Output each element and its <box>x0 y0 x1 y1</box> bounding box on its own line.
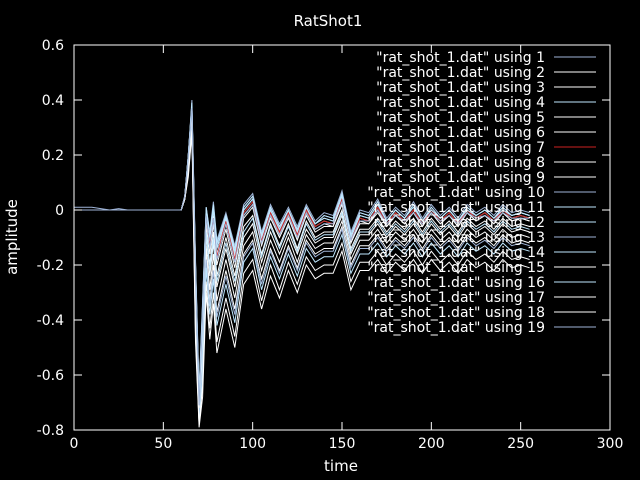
legend-label-19: "rat_shot_1.dat" using 19 <box>367 320 545 336</box>
legend-label-8: "rat_shot_1.dat" using 8 <box>376 155 545 171</box>
legend-label-12: "rat_shot_1.dat" using 12 <box>367 215 545 231</box>
x-tick-label: 150 <box>329 436 356 452</box>
legend-label-14: "rat_shot_1.dat" using 14 <box>367 245 545 261</box>
y-tick-label: -0.8 <box>37 423 64 439</box>
x-tick-label: 200 <box>418 436 445 452</box>
legend-label-15: "rat_shot_1.dat" using 15 <box>367 260 545 276</box>
legend-label-5: "rat_shot_1.dat" using 5 <box>376 110 545 126</box>
legend-label-2: "rat_shot_1.dat" using 2 <box>376 65 545 81</box>
legend-label-11: "rat_shot_1.dat" using 11 <box>367 200 545 216</box>
legend-label-13: "rat_shot_1.dat" using 13 <box>367 230 545 246</box>
x-tick-label: 0 <box>70 436 79 452</box>
x-tick-label: 300 <box>597 436 624 452</box>
legend-label-6: "rat_shot_1.dat" using 6 <box>376 125 545 141</box>
legend-label-4: "rat_shot_1.dat" using 4 <box>376 95 545 111</box>
x-tick-label: 100 <box>239 436 266 452</box>
legend-label-10: "rat_shot_1.dat" using 10 <box>367 185 545 201</box>
legend-label-3: "rat_shot_1.dat" using 3 <box>376 80 545 96</box>
legend: "rat_shot_1.dat" using 1"rat_shot_1.dat"… <box>367 50 596 336</box>
axis-layer: 0 50 100 150 200 250 300 -0.8 -0.6 -0.4 -0.2 0 0.2 0.… <box>37 38 624 452</box>
y-tick-label: 0.6 <box>42 38 64 54</box>
series-layer <box>74 99 530 428</box>
x-tick-label: 50 <box>154 436 172 452</box>
y-tick-label: -0.4 <box>37 313 64 329</box>
chart-title: RatShot1 <box>294 12 363 30</box>
y-axis-title: amplitude <box>3 199 21 275</box>
y-tick-label: 0.4 <box>42 93 64 109</box>
legend-label-18: "rat_shot_1.dat" using 18 <box>367 305 545 321</box>
series-line-19 <box>74 108 530 406</box>
x-axis-title: time <box>324 457 358 475</box>
y-tick-label: -0.2 <box>37 258 64 274</box>
legend-label-9: "rat_shot_1.dat" using 9 <box>376 170 545 186</box>
legend-label-1: "rat_shot_1.dat" using 1 <box>376 50 545 66</box>
legend-label-16: "rat_shot_1.dat" using 16 <box>367 275 545 291</box>
legend-label-17: "rat_shot_1.dat" using 17 <box>367 290 545 306</box>
y-tick-label: -0.6 <box>37 368 64 384</box>
legend-label-7: "rat_shot_1.dat" using 7 <box>376 140 545 156</box>
y-tick-label: 0 <box>55 203 64 219</box>
x-tick-label: 250 <box>507 436 534 452</box>
y-tick-label: 0.2 <box>42 148 64 164</box>
